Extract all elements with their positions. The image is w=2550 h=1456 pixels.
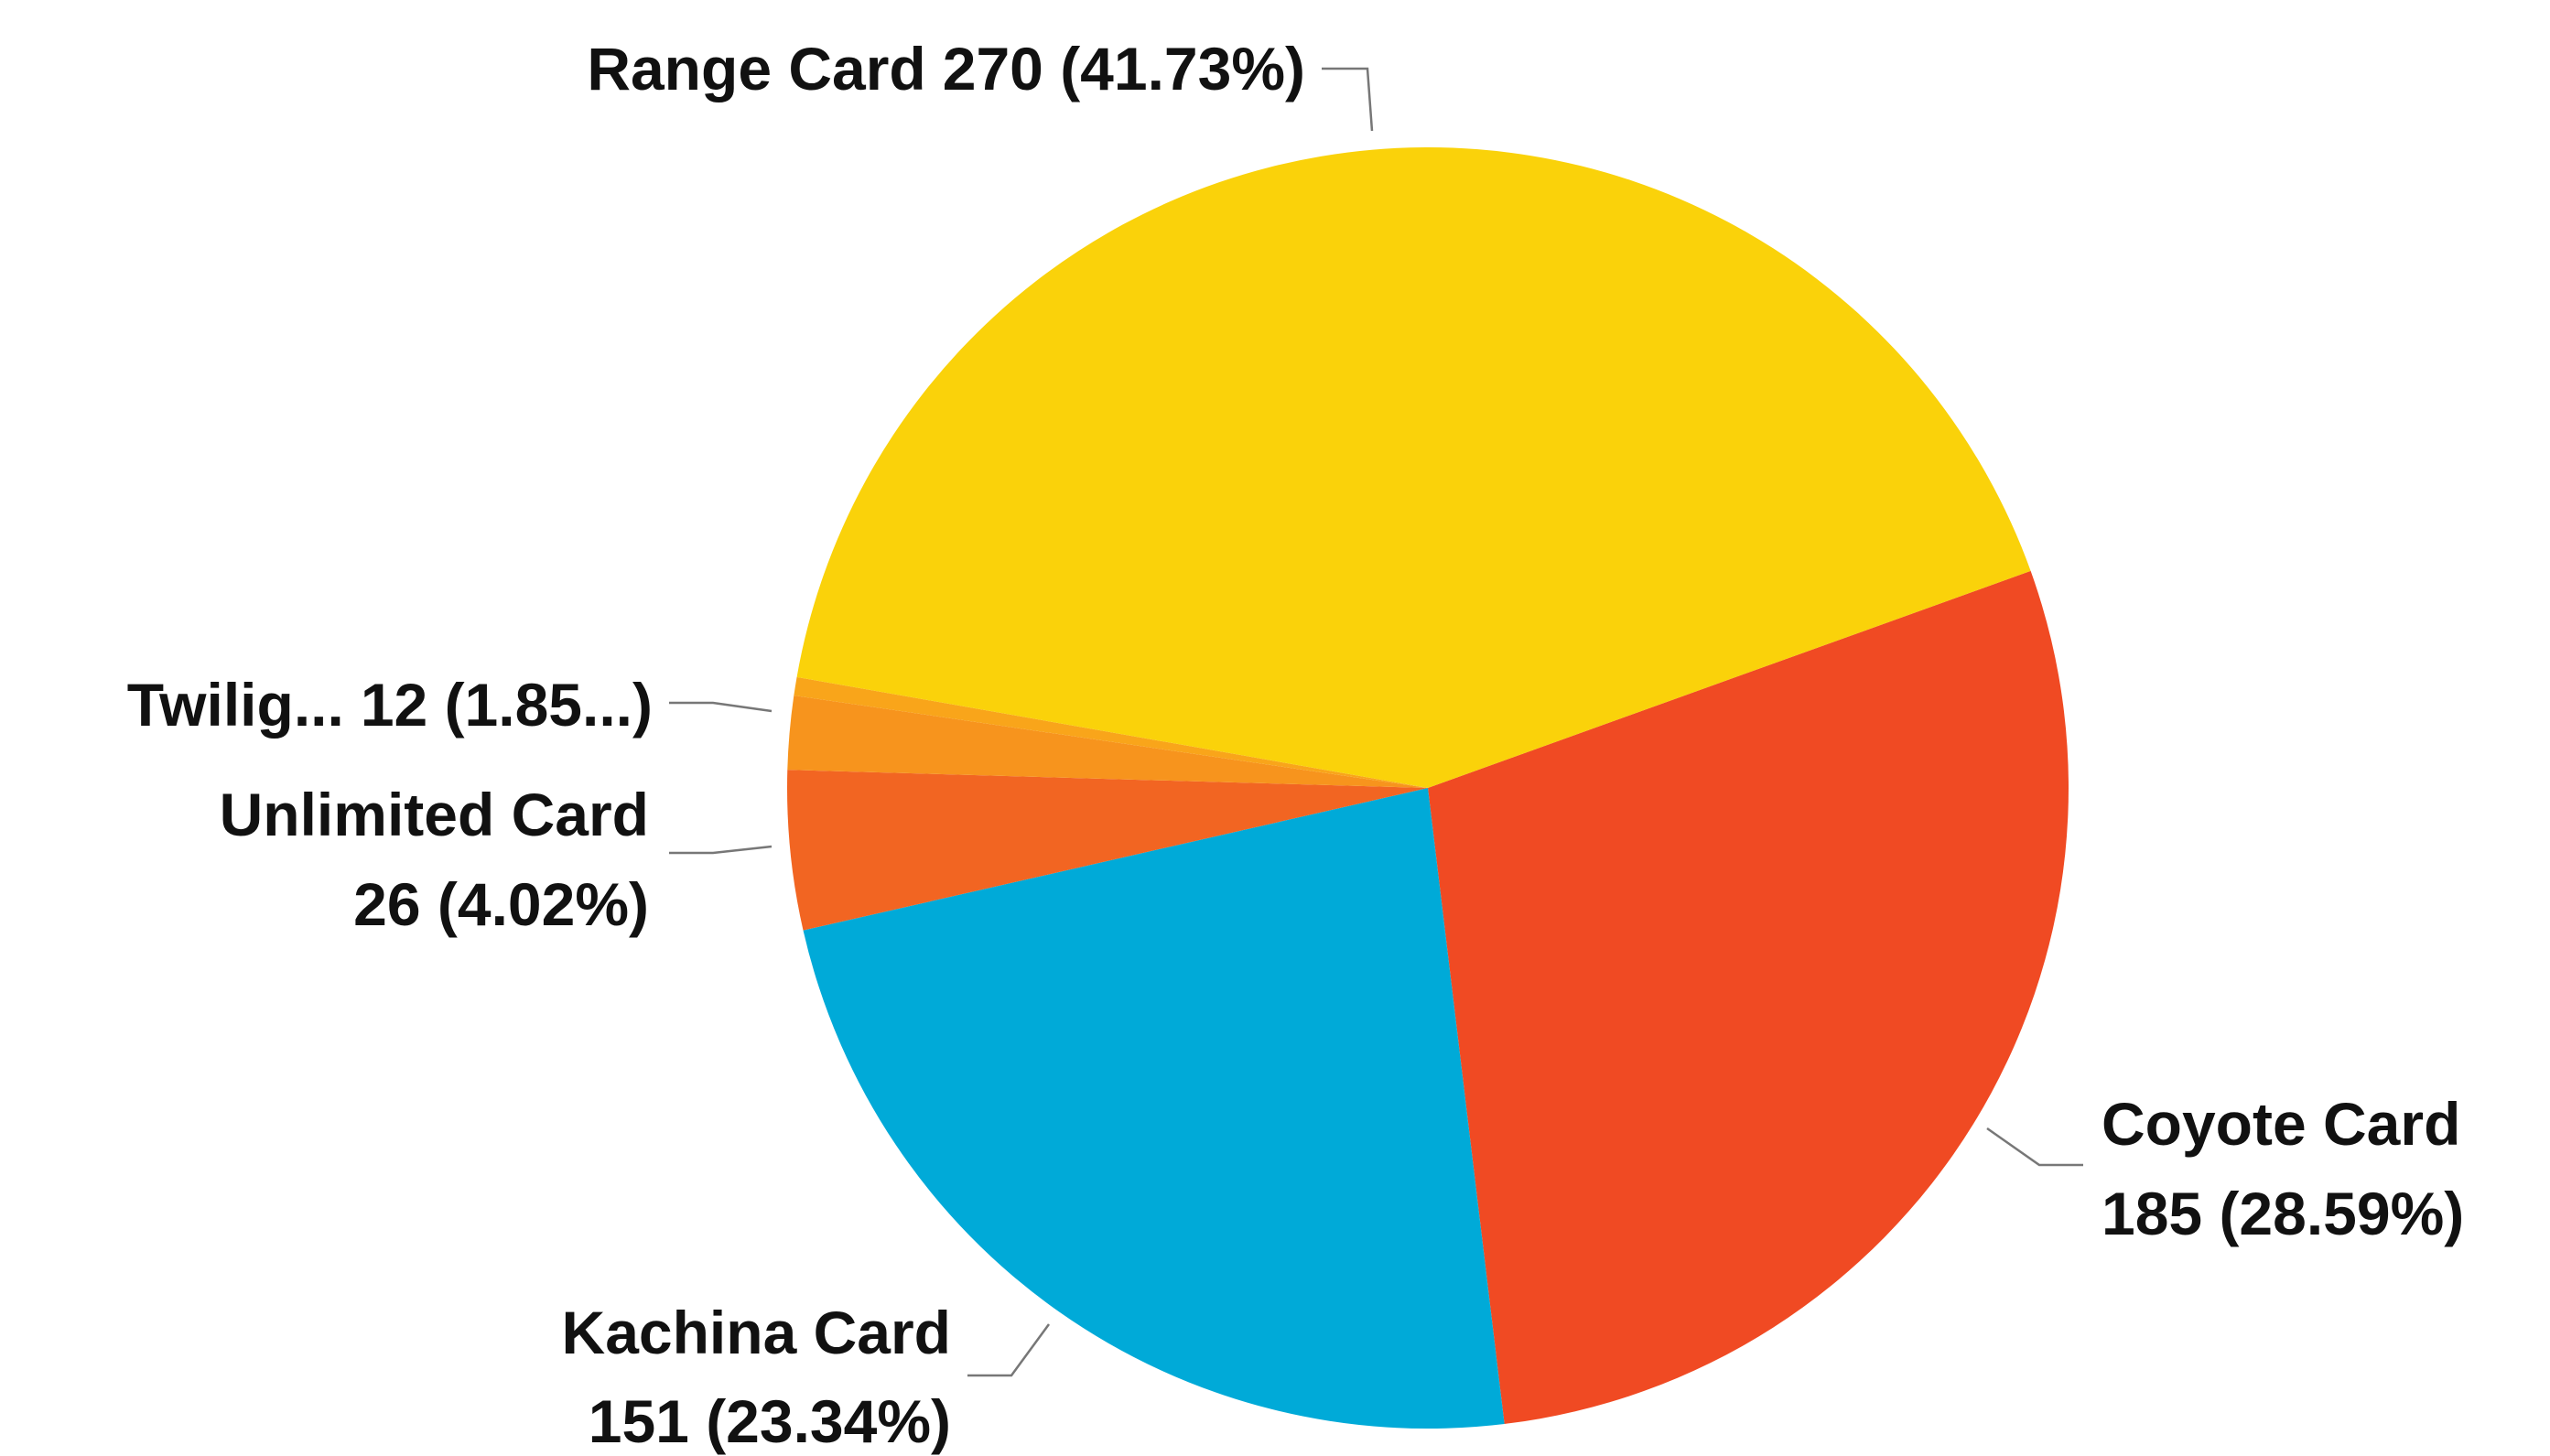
pie — [787, 147, 2069, 1429]
leader-line — [1322, 67, 1374, 132]
leader-line — [669, 701, 773, 713]
value-label: 151 (23.34%) — [589, 1387, 951, 1455]
pie-slice — [803, 788, 1505, 1429]
pie-slice — [796, 147, 2031, 789]
slice-label: Coyote Card — [2102, 1090, 2460, 1158]
slice-label: Unlimited Card — [220, 781, 649, 848]
value-label: 270 (41.73%) — [943, 35, 1305, 102]
value-label: 12 (1.85...) — [361, 671, 653, 739]
leader-line — [967, 1323, 1051, 1377]
labels: Coyote Card 185 (28.59%) Kachina Card 151 (… — [127, 35, 2465, 1455]
leader-line — [669, 845, 773, 855]
pie-slice — [787, 770, 1428, 931]
pie-slice — [794, 676, 1428, 788]
slice-label: Kachina Card — [562, 1299, 951, 1366]
pie-slice — [1428, 570, 2069, 1424]
slice-label: Twilig... 12 (1.85...) — [127, 671, 653, 739]
category-name: Twilig... — [127, 671, 344, 739]
pie-slice — [787, 695, 1428, 788]
value-label: 26 (4.02%) — [353, 870, 649, 938]
leader-line — [1986, 1127, 2083, 1167]
value-label: 185 (28.59%) — [2102, 1180, 2464, 1247]
category-name: Range Card — [587, 35, 925, 102]
slice-label: Range Card 270 (41.73%) — [587, 35, 1305, 102]
